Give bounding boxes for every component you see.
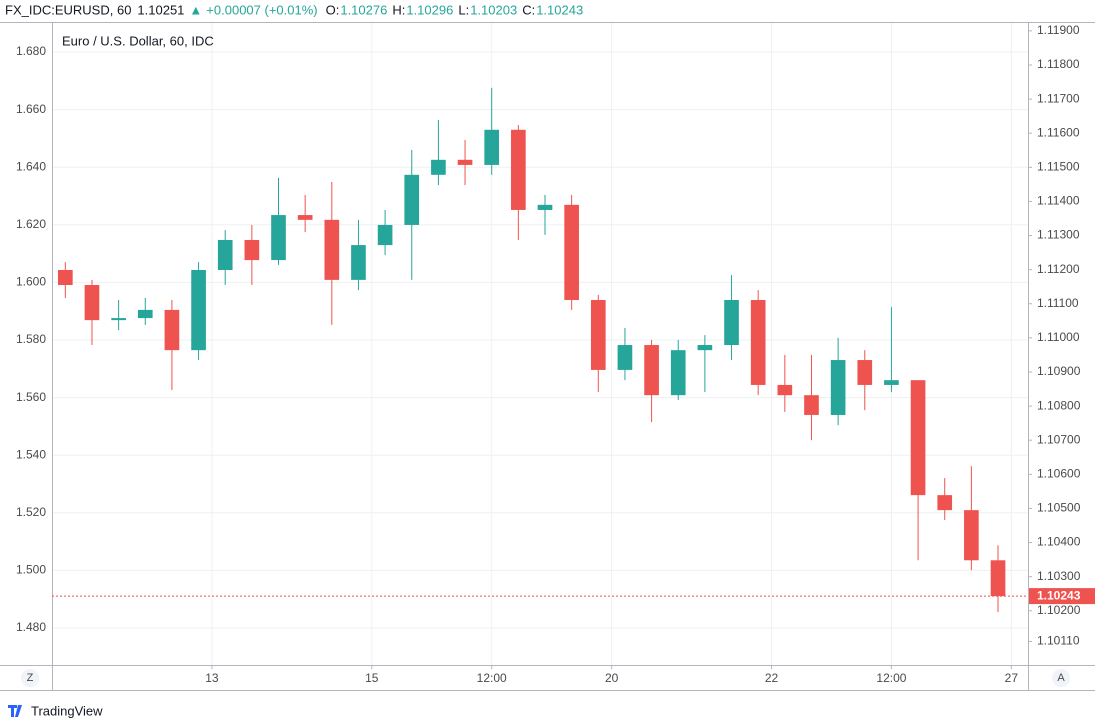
header-text: 1.10203 [470, 2, 517, 17]
y2-tick-label: 1.600 [16, 275, 46, 289]
y-tick-label: 1.11100 [1037, 296, 1079, 310]
y2-tick-label: 1.500 [16, 563, 46, 577]
candle-body [324, 219, 340, 280]
y-tick-label: 1.11600 [1037, 125, 1080, 139]
candle-body [351, 245, 366, 280]
candle-body [57, 269, 73, 285]
last-price-tag [1029, 588, 1095, 605]
candle-body [111, 318, 126, 321]
header-text: 1.10296 [406, 2, 453, 17]
x-tick-label: 13 [205, 671, 219, 685]
candle-body [564, 204, 579, 301]
candle-body [937, 495, 953, 511]
candle-body [377, 224, 393, 246]
candle-body [404, 174, 420, 225]
y-tick-label: 1.10900 [1037, 364, 1081, 378]
header-text: O: [326, 2, 340, 17]
candle-body [777, 384, 793, 396]
candle-body [884, 380, 899, 385]
y-tick-label: 1.11700 [1037, 91, 1080, 105]
header-text: L: [458, 2, 469, 17]
x-tick-label: 20 [605, 671, 619, 685]
y2-tick-label: 1.520 [16, 505, 46, 519]
candle-body [457, 159, 473, 165]
header-text: 1.10251 [137, 2, 184, 17]
last-price-label: 1.10243 [1037, 588, 1081, 602]
candle-body [271, 215, 286, 261]
header-text: ▲ [189, 2, 202, 17]
candle-body [857, 360, 873, 385]
candle-body [804, 395, 819, 415]
y2-tick-label: 1.660 [16, 102, 46, 116]
header-text: C: [522, 2, 535, 17]
candle-body [217, 239, 233, 270]
candle-body [244, 239, 260, 261]
candle-body [590, 300, 606, 370]
y-tick-label: 1.10700 [1037, 432, 1081, 446]
scale-button[interactable] [21, 669, 39, 687]
y2-tick-label: 1.680 [16, 44, 46, 58]
y-tick-label: 1.10500 [1037, 501, 1081, 515]
y2-tick-label: 1.540 [16, 447, 46, 461]
y-tick-label: 1.11500 [1037, 159, 1080, 173]
y-tick-label: 1.10200 [1037, 603, 1081, 617]
y2-tick-label: 1.480 [16, 620, 46, 634]
chart-title: Euro / U.S. Dollar, 60, IDC [62, 33, 214, 48]
y2-tick-label: 1.620 [16, 217, 46, 231]
candle-body [84, 284, 100, 321]
scale-button-label[interactable]: Z [27, 672, 34, 684]
y-tick-label: 1.10800 [1037, 398, 1081, 412]
y-tick-label: 1.11300 [1037, 228, 1080, 242]
candle-body [964, 510, 979, 561]
header-text: +0.00007 (+0.01%) [206, 2, 317, 17]
x-tick-label: 12:00 [876, 671, 906, 685]
candle-body [164, 309, 180, 351]
candle-body [670, 350, 686, 396]
candle-body [750, 300, 766, 385]
y2-tick-label: 1.640 [16, 159, 46, 173]
grid [52, 22, 1028, 665]
brand-logo [8, 705, 22, 717]
brand-name[interactable]: TradingView [31, 703, 103, 718]
y-tick-label: 1.10400 [1037, 535, 1081, 549]
header-text: 1.10243 [536, 2, 583, 17]
y-tick-label: 1.11200 [1037, 262, 1080, 276]
x-tick-label: 12:00 [477, 671, 507, 685]
candle-body [617, 345, 633, 370]
candle-body [191, 269, 206, 351]
y-tick-label: 1.10110 [1037, 634, 1080, 648]
y-tick-label: 1.11900 [1037, 23, 1080, 37]
y2-tick-label: 1.580 [16, 332, 46, 346]
candle-body [910, 380, 926, 496]
candle-body [644, 345, 659, 396]
y-tick-label: 1.11400 [1037, 194, 1080, 208]
y-tick-label: 1.11800 [1037, 57, 1080, 71]
x-tick-label: 22 [765, 671, 779, 685]
candle-body [830, 360, 846, 415]
candle-body [697, 345, 713, 351]
scale-button-label[interactable]: A [1057, 672, 1065, 684]
candle-body [990, 560, 1006, 597]
y-tick-label: 1.11000 [1037, 330, 1080, 344]
scale-button[interactable] [1052, 669, 1070, 687]
candle-body [511, 129, 526, 210]
candle-body [537, 204, 553, 210]
candle-body [724, 300, 739, 346]
y-tick-label: 1.10600 [1037, 466, 1081, 480]
candle-body [297, 215, 313, 220]
header-text: 1.10276 [340, 2, 387, 17]
header-text: H: [392, 2, 405, 17]
y-tick-label: 1.10300 [1037, 569, 1081, 583]
candle-body [137, 309, 153, 319]
header-text: FX_IDC:EURUSD, 60 [5, 2, 131, 17]
y2-tick-label: 1.560 [16, 390, 46, 404]
brand: TradingView [8, 703, 103, 718]
candle-body [484, 129, 500, 165]
candle-body [431, 159, 446, 175]
x-tick-label: 15 [365, 671, 379, 685]
x-tick-label: 27 [1005, 671, 1019, 685]
